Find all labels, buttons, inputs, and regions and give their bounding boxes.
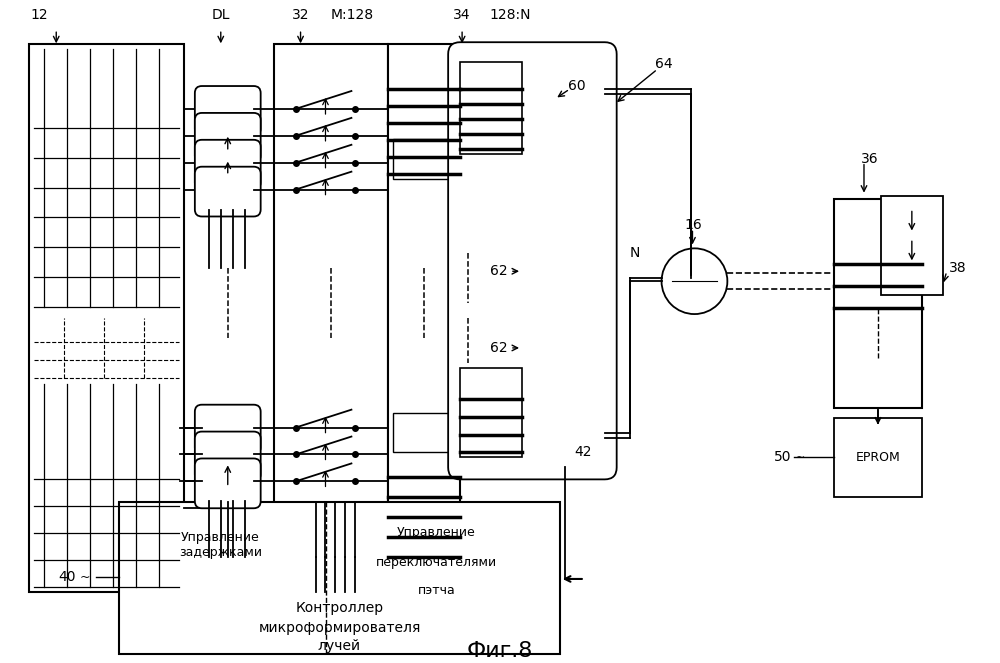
Text: 64: 64 — [655, 57, 672, 71]
Bar — [393, 412, 455, 452]
Text: 38: 38 — [949, 261, 966, 275]
Text: 36: 36 — [861, 152, 879, 166]
Text: 42: 42 — [575, 446, 592, 459]
Text: Управление: Управление — [397, 526, 476, 539]
Text: 62: 62 — [490, 341, 508, 355]
FancyBboxPatch shape — [195, 140, 261, 190]
Bar — [460, 62, 522, 154]
Bar — [834, 418, 922, 497]
Text: переключателями: переключателями — [376, 556, 497, 570]
Text: EPROM: EPROM — [856, 451, 900, 464]
Text: ~: ~ — [796, 452, 805, 463]
Text: 34: 34 — [453, 9, 471, 23]
Text: лучей: лучей — [318, 639, 361, 653]
Text: микроформирователя: микроформирователя — [258, 621, 421, 635]
Bar — [274, 44, 388, 592]
Bar — [393, 139, 455, 178]
Text: Контроллер: Контроллер — [295, 601, 384, 615]
Text: M:128: M:128 — [331, 9, 374, 23]
Text: 128:N: 128:N — [489, 9, 531, 23]
FancyBboxPatch shape — [448, 42, 617, 479]
Text: N: N — [629, 247, 640, 261]
Text: DL: DL — [212, 9, 230, 23]
Text: 16: 16 — [684, 218, 702, 233]
FancyBboxPatch shape — [195, 459, 261, 509]
FancyBboxPatch shape — [195, 432, 261, 481]
Text: 60: 60 — [568, 79, 585, 93]
FancyBboxPatch shape — [195, 166, 261, 217]
Bar — [881, 196, 943, 295]
Text: 62: 62 — [490, 265, 508, 278]
Text: Фиг.8: Фиг.8 — [467, 640, 533, 660]
FancyBboxPatch shape — [195, 113, 261, 162]
Bar — [834, 198, 922, 408]
Text: 50: 50 — [774, 450, 791, 465]
Bar — [388, 44, 460, 592]
Bar — [460, 368, 522, 457]
Text: 40: 40 — [59, 570, 76, 584]
Bar — [29, 44, 184, 592]
Text: пэтча: пэтча — [418, 583, 455, 597]
Bar — [119, 503, 560, 654]
Text: 32: 32 — [292, 9, 309, 23]
FancyBboxPatch shape — [195, 86, 261, 136]
Text: Управление
задержками: Управление задержками — [179, 530, 262, 559]
Text: ~: ~ — [79, 570, 90, 583]
FancyBboxPatch shape — [195, 404, 261, 454]
Text: 12: 12 — [30, 9, 48, 23]
